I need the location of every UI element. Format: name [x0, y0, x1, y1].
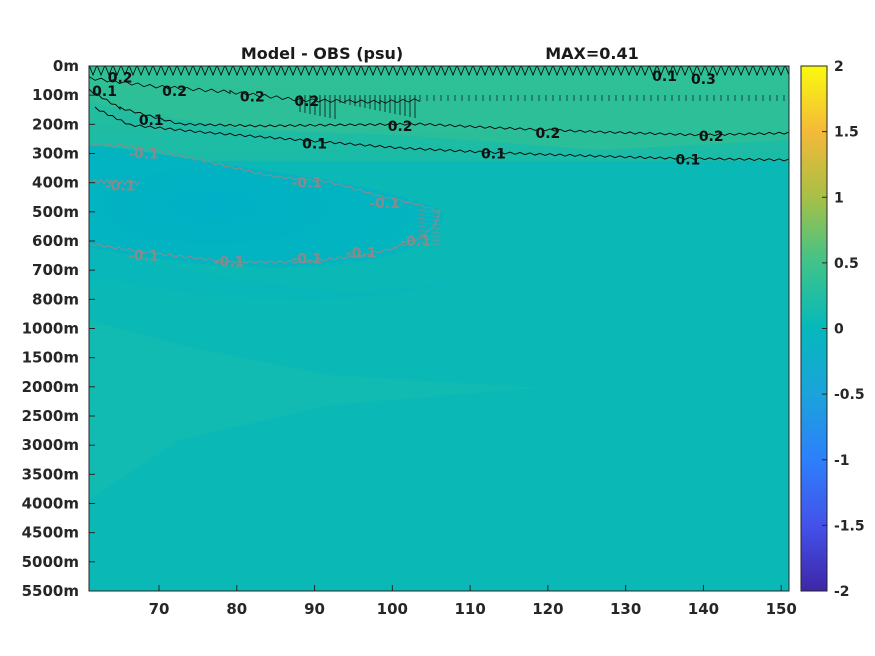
colorbar-tick-label: -2 [834, 584, 850, 600]
x-tick-label: 70 [149, 600, 170, 618]
contour-label: -0.1 [214, 254, 245, 270]
surface-positive-west [89, 66, 789, 150]
contour-label: 0.2 [294, 94, 319, 110]
contour-label: -0.1 [105, 179, 136, 195]
contour-label: 0.2 [240, 90, 265, 106]
contour-tick-cluster-neg [417, 225, 441, 230]
y-tick-label: 700m [32, 261, 79, 279]
y-tick-label: 4500m [22, 524, 79, 542]
colorbar-tick-label: -0.5 [834, 387, 865, 403]
contour-line-neg-0.1 [89, 142, 441, 264]
contour-label: 0.1 [675, 152, 700, 168]
y-tick-label: 3000m [22, 436, 79, 454]
x-tick-label: 120 [532, 600, 563, 618]
colorbar-tick-label: 0.5 [834, 256, 859, 272]
contour-label: 0.2 [388, 119, 413, 135]
contour-tick-cluster-neg [417, 217, 441, 222]
colorbar-tick-label: 2 [834, 59, 844, 75]
contour-line-surface [89, 66, 789, 77]
y-tick-label: 2500m [22, 407, 79, 425]
chart-title: Model - OBS (psu) [241, 44, 403, 63]
colorbar-tick-label: -1.5 [834, 518, 865, 534]
colorbar: 2 1.5 1 0.5 0 -0.5 -1 -1.5 -2 [800, 59, 865, 600]
contour-label: 0.1 [139, 113, 164, 129]
contour-label: -0.1 [128, 147, 159, 163]
contour-label: -0.1 [369, 196, 400, 212]
contour-tick-cluster-neg [417, 233, 441, 238]
x-tick-label: 140 [688, 600, 719, 618]
x-tick-label: 90 [304, 600, 325, 618]
contour-label: 0.3 [691, 72, 716, 88]
contour-label: 0.2 [108, 71, 133, 87]
y-tick-label: 5500m [22, 582, 79, 600]
y-tick-label: 800m [32, 290, 79, 308]
max-annotation: MAX=0.41 [545, 44, 639, 63]
y-tick-label: 4000m [22, 495, 79, 513]
contour-label: -0.1 [291, 252, 322, 268]
y-tick-label: 0m [53, 57, 79, 75]
y-tick-label: 5000m [22, 553, 79, 571]
y-tick-label: 500m [32, 203, 79, 221]
colorbar-ticks: 2 1.5 1 0.5 0 -0.5 -1 -1.5 -2 [822, 59, 865, 600]
x-tick-label: 130 [610, 600, 641, 618]
contour-label: -0.1 [128, 249, 159, 265]
y-tick-label: 3500m [22, 465, 79, 483]
y-tick-label: 100m [32, 86, 79, 104]
contour-tick-cluster-neg [417, 241, 441, 246]
contour-label: 0.1 [92, 84, 117, 100]
x-tick-label: 110 [454, 600, 485, 618]
y-tick-label: 2000m [22, 378, 79, 396]
negative-halo [89, 240, 630, 300]
colorbar-tick-label: 1.5 [834, 125, 859, 141]
contour-lines [89, 66, 789, 264]
contour-line-neg-0.1-small [89, 178, 141, 186]
y-tick-label: 200m [32, 115, 79, 133]
contour-label: 0.1 [652, 69, 677, 85]
y-axis: 0m 100m 200m 300m 400m 500m 600m 700m 800m 1000m 1… [22, 57, 95, 600]
deep-positive-wedge [89, 320, 540, 500]
colorbar-tick-label: -1 [834, 453, 850, 469]
y-tick-label: 1500m [22, 349, 79, 367]
contour-label: -0.1 [291, 176, 322, 192]
x-axis: 70 80 90 100 110 120 130 140 150 [149, 585, 797, 618]
contour-label: 0.1 [481, 147, 506, 163]
plot-area: 0.20.20.1 0.2 0.20.1 0.20.10.20.10.20.10.1 0… [89, 66, 789, 591]
x-tick-label: 80 [226, 600, 247, 618]
contour-label: 0.2 [535, 126, 560, 142]
contour-label: -0.1 [346, 246, 377, 262]
contour-tick-cluster-neg [417, 213, 441, 218]
contour-label: 0.1 [302, 136, 327, 152]
contour-labels: 0.20.20.1 0.2 0.20.1 0.20.10.20.10.20.10.1 0… [92, 69, 723, 270]
contour-line-0.1 [94, 106, 789, 162]
negative-anomaly-region [89, 145, 445, 268]
contour-tick-cluster-neg [417, 237, 441, 242]
contour-tick-cluster-neg [417, 229, 441, 234]
contour-tick-cluster-neg [417, 209, 441, 214]
colorbar-tick-label: 1 [834, 190, 844, 206]
contour-label: 0.2 [162, 84, 187, 100]
contour-tick-cluster-neg [417, 221, 441, 226]
contour-label: 0.2 [699, 129, 724, 145]
y-tick-label: 600m [32, 232, 79, 250]
contour-line-0.2 [89, 88, 789, 137]
y-tick-label: 400m [32, 174, 79, 192]
contour-label: -0.1 [400, 234, 431, 250]
contour-line-0.2-upper [89, 76, 421, 105]
x-tick-label: 150 [766, 600, 797, 618]
x-tick-label: 100 [377, 600, 408, 618]
y-tick-label: 1000m [22, 320, 79, 338]
y-tick-label: 300m [32, 145, 79, 163]
colorbar-tick-label: 0 [834, 322, 844, 338]
